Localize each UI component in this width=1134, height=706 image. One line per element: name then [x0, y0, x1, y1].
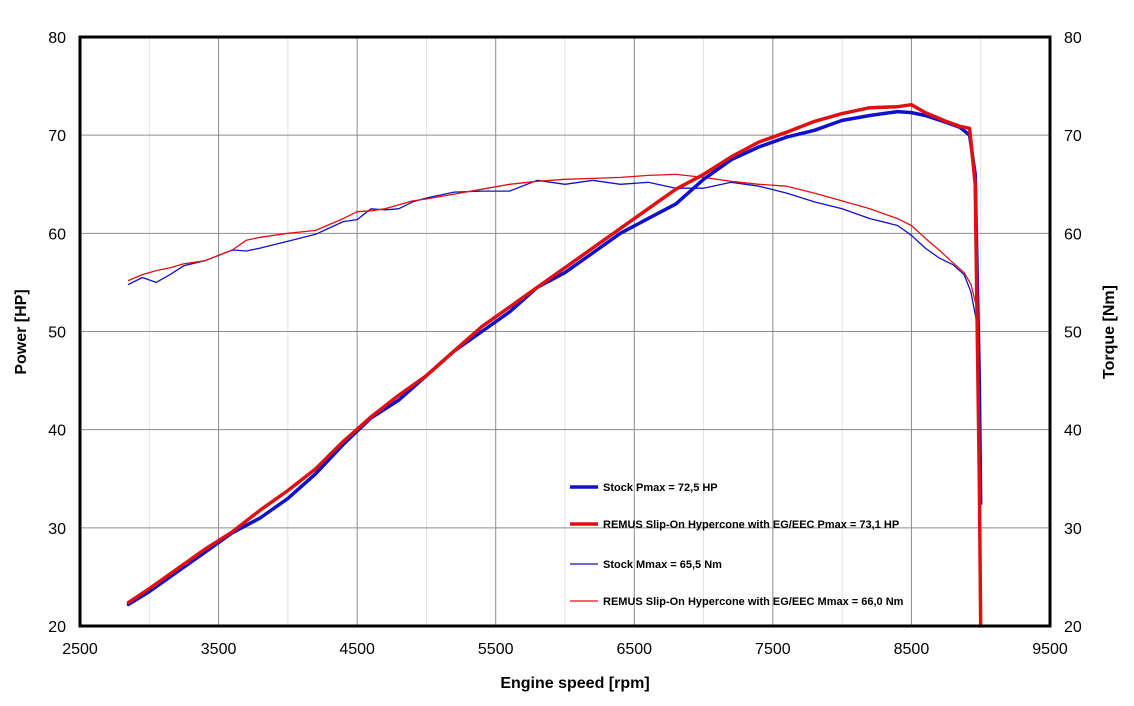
legend-label-stock-torque: Stock Mmax = 65,5 Nm: [603, 559, 722, 571]
series-layer: [126, 102, 983, 628]
x-tick-label: 6500: [616, 641, 652, 658]
legend-label-remus-power: REMUS Slip-On Hypercone with EG/EEC Pmax…: [603, 519, 899, 531]
x-tick-labels: 2500 3500 4500 5500 6500 7500 8500 9500: [62, 641, 1068, 658]
stock-power-line: [126, 109, 983, 607]
x-tick-label: 9500: [1032, 641, 1068, 658]
legend-label-remus-torque: REMUS Slip-On Hypercone with EG/EEC Mmax…: [603, 596, 904, 608]
y-left-tick-labels: 20 30 40 50 60 70 80: [48, 30, 66, 636]
x-tick-label: 5500: [478, 641, 514, 658]
grid-layer: [80, 37, 1050, 626]
stock-torque-line: [127, 179, 982, 622]
y-right-tick-label: 60: [1064, 226, 1082, 243]
y-left-tick-label: 30: [48, 521, 66, 538]
y-left-tick-label: 80: [48, 30, 66, 47]
legend: Stock Pmax = 72,5 HP REMUS Slip-On Hyper…: [570, 482, 904, 608]
x-tick-label: 3500: [201, 641, 237, 658]
y-left-tick-label: 20: [48, 619, 66, 636]
y-right-tick-label: 70: [1064, 128, 1082, 145]
y-right-axis-title: Torque [Nm]: [1101, 285, 1118, 379]
y-right-tick-label: 80: [1064, 30, 1082, 47]
x-tick-label: 8500: [894, 641, 930, 658]
y-right-tick-label: 20: [1064, 619, 1082, 636]
y-left-tick-label: 60: [48, 226, 66, 243]
y-left-tick-label: 50: [48, 325, 66, 342]
x-tick-label: 2500: [62, 641, 98, 658]
y-left-tick-label: 40: [48, 423, 66, 440]
x-tick-label: 7500: [755, 641, 791, 658]
y-left-tick-label: 70: [48, 128, 66, 145]
legend-label-stock-power: Stock Pmax = 72,5 HP: [603, 482, 718, 494]
y-left-axis-title: Power [HP]: [13, 289, 30, 374]
remus-power-line: [126, 102, 983, 628]
y-right-tick-label: 40: [1064, 423, 1082, 440]
y-right-tick-label: 30: [1064, 521, 1082, 538]
y-right-tick-labels: 20 30 40 50 60 70 80: [1064, 30, 1082, 636]
y-right-tick-label: 50: [1064, 325, 1082, 342]
remus-torque-line: [127, 173, 982, 627]
x-axis-title: Engine speed [rpm]: [500, 675, 649, 692]
plot-frame: [78, 35, 1052, 628]
x-tick-label: 4500: [339, 641, 375, 658]
